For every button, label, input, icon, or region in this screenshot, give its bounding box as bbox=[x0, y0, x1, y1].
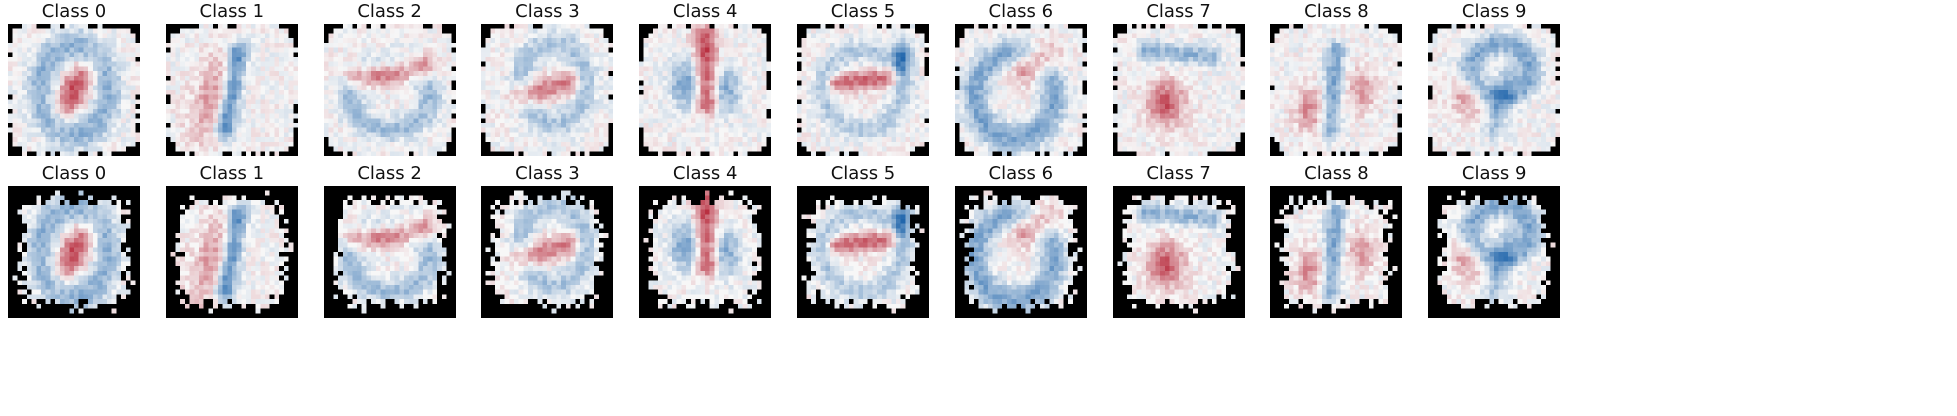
panel-top-class-7: Class 7 bbox=[1112, 2, 1245, 156]
panel-title: Class 8 bbox=[1304, 1, 1369, 22]
panel-title: Class 8 bbox=[1304, 163, 1369, 184]
panel-bottom-class-0: Class 0 bbox=[8, 164, 140, 318]
panel-title: Class 5 bbox=[830, 163, 896, 184]
panel-title: Class 1 bbox=[199, 1, 265, 22]
panel-bottom-class-4: Class 4 bbox=[639, 164, 772, 318]
panel-bottom-class-9: Class 9 bbox=[1428, 164, 1561, 318]
panel-bottom-class-7: Class 7 bbox=[1112, 164, 1245, 318]
panel-bottom-class-8: Class 8 bbox=[1270, 164, 1403, 318]
weight-heatmap-image bbox=[323, 24, 456, 156]
weight-heatmap-image bbox=[954, 186, 1087, 318]
weight-heatmap-image bbox=[323, 186, 456, 318]
panel-title: Class 5 bbox=[830, 1, 896, 22]
panel-top-class-3: Class 3 bbox=[481, 2, 614, 156]
weight-heatmap-image bbox=[1270, 24, 1403, 156]
panel-top-class-1: Class 1 bbox=[165, 2, 298, 156]
weight-heatmap-image bbox=[639, 24, 772, 156]
panel-title: Class 1 bbox=[199, 163, 265, 184]
panel-top-class-9: Class 9 bbox=[1428, 2, 1561, 156]
panel-top-class-8: Class 8 bbox=[1270, 2, 1403, 156]
panel-bottom-class-5: Class 5 bbox=[797, 164, 929, 318]
panel-top-class-0: Class 0 bbox=[8, 2, 140, 156]
panel-title: Class 2 bbox=[357, 1, 422, 22]
panel-title: Class 7 bbox=[1146, 163, 1211, 184]
weight-heatmap-image bbox=[1112, 24, 1245, 156]
panel-title: Class 7 bbox=[1146, 1, 1211, 22]
panel-title: Class 6 bbox=[988, 1, 1054, 22]
panel-title: Class 0 bbox=[41, 163, 107, 184]
weight-heatmap-image bbox=[481, 186, 614, 318]
weight-heatmap-image bbox=[165, 186, 298, 318]
weight-heatmap-image bbox=[1428, 186, 1561, 318]
weight-heatmap-image bbox=[1428, 24, 1561, 156]
panel-top-class-5: Class 5 bbox=[797, 2, 929, 156]
panel-top-class-6: Class 6 bbox=[954, 2, 1087, 156]
panel-title: Class 0 bbox=[41, 1, 107, 22]
panel-bottom-class-1: Class 1 bbox=[165, 164, 298, 318]
weight-heatmap-image bbox=[481, 24, 614, 156]
weight-heatmap-image bbox=[797, 24, 929, 156]
weight-heatmap-image bbox=[1112, 186, 1245, 318]
panel-title: Class 6 bbox=[988, 163, 1054, 184]
panel-bottom-class-2: Class 2 bbox=[323, 164, 456, 318]
panel-title: Class 9 bbox=[1461, 1, 1527, 22]
panel-bottom-class-6: Class 6 bbox=[954, 164, 1087, 318]
weight-heatmap-image bbox=[165, 24, 298, 156]
panel-bottom-class-3: Class 3 bbox=[481, 164, 614, 318]
panel-title: Class 4 bbox=[672, 163, 738, 184]
weight-heatmap-image bbox=[639, 186, 772, 318]
weight-heatmap-image bbox=[8, 186, 140, 318]
weight-heatmap-image bbox=[1270, 186, 1403, 318]
panel-title: Class 3 bbox=[515, 1, 580, 22]
panel-title: Class 9 bbox=[1461, 163, 1527, 184]
panel-title: Class 4 bbox=[672, 1, 738, 22]
panel-title: Class 3 bbox=[515, 163, 580, 184]
weight-heatmap-image bbox=[797, 186, 929, 318]
panel-title: Class 2 bbox=[357, 163, 422, 184]
panel-top-class-2: Class 2 bbox=[323, 2, 456, 156]
panel-top-class-4: Class 4 bbox=[639, 2, 772, 156]
weight-heatmap-image bbox=[8, 24, 140, 156]
weight-heatmap-image bbox=[954, 24, 1087, 156]
